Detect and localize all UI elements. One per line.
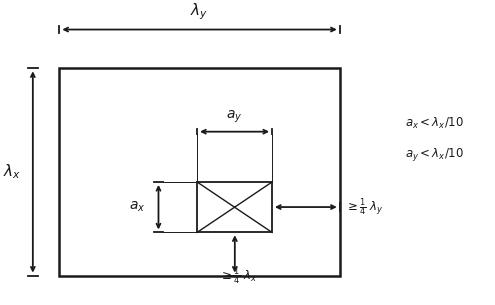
Text: $a_y < \lambda_x/10$: $a_y < \lambda_x/10$ <box>405 146 464 163</box>
Text: $\lambda_x$: $\lambda_x$ <box>2 163 21 181</box>
Text: $a_y$: $a_y$ <box>226 109 243 125</box>
Text: $a_x < \lambda_x/10$: $a_x < \lambda_x/10$ <box>405 116 464 131</box>
Text: $\geq \frac{1}{4}\ \lambda_y$: $\geq \frac{1}{4}\ \lambda_y$ <box>346 196 384 218</box>
Text: $a_x$: $a_x$ <box>129 200 145 214</box>
Bar <box>59 68 340 275</box>
Text: $\geq \frac{1}{4}\ \lambda_x$: $\geq \frac{1}{4}\ \lambda_x$ <box>219 265 258 287</box>
Bar <box>197 182 272 232</box>
Text: $\lambda_y$: $\lambda_y$ <box>191 2 208 22</box>
